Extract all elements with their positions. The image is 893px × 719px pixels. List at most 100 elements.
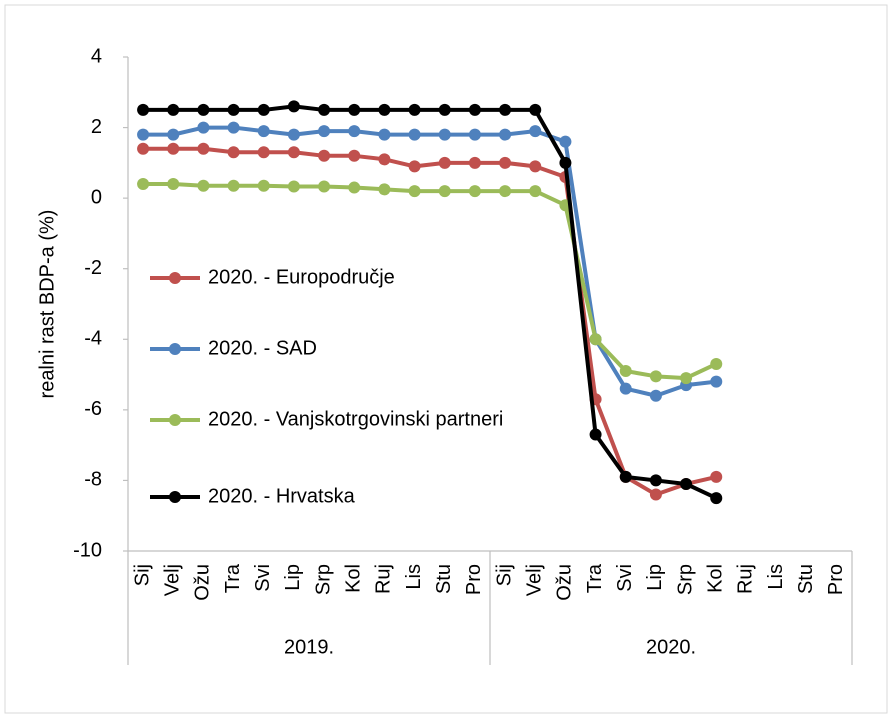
x-tick-label: Svi	[252, 564, 274, 592]
data-point	[649, 488, 662, 501]
y-tick-label: -2	[84, 257, 102, 279]
data-point	[408, 128, 421, 141]
data-point	[499, 103, 512, 116]
y-axis-label: realni rast BDP-a (%)	[36, 210, 58, 399]
y-tick-label: -8	[84, 469, 102, 491]
data-point	[649, 370, 662, 383]
legend-marker	[169, 414, 181, 426]
data-point	[318, 180, 331, 193]
x-tick-label: Pro	[825, 564, 847, 595]
y-tick-label: 4	[91, 45, 102, 67]
data-point	[227, 103, 240, 116]
y-tick-label: 0	[91, 186, 102, 208]
x-tick-label: Lip	[282, 564, 304, 591]
data-point	[227, 179, 240, 192]
data-point	[649, 474, 662, 487]
x-tick-label: Sij	[131, 564, 153, 586]
data-point	[318, 103, 331, 116]
x-tick-label: Tra	[222, 563, 244, 593]
data-point	[529, 125, 542, 138]
data-point	[257, 179, 270, 192]
x-tick-label: Lis	[765, 564, 787, 590]
x-tick-label: Tra	[584, 563, 606, 593]
data-point	[408, 160, 421, 173]
x-tick-label: Pro	[463, 564, 485, 595]
data-point	[257, 103, 270, 116]
data-point	[499, 128, 512, 141]
legend-label: 2020. - Vanjskotrgovinski partneri	[208, 408, 503, 430]
data-point	[649, 389, 662, 402]
legend-marker	[169, 272, 181, 284]
data-point	[197, 103, 210, 116]
data-point	[529, 103, 542, 116]
data-point	[529, 185, 542, 198]
legend-label: 2020. - Europodručje	[208, 266, 395, 288]
data-point	[408, 103, 421, 116]
x-tick-label: Sij	[493, 564, 515, 586]
data-point	[348, 149, 361, 162]
data-point	[167, 128, 180, 141]
data-point	[227, 146, 240, 159]
y-tick-label: 2	[91, 116, 102, 138]
x-tick-label: Lis	[403, 564, 425, 590]
data-point	[197, 179, 210, 192]
data-point	[167, 142, 180, 155]
data-point	[378, 103, 391, 116]
y-tick-label: -6	[84, 398, 102, 420]
data-point	[438, 103, 451, 116]
x-tick-label: Ruj	[373, 564, 395, 594]
data-point	[137, 178, 150, 191]
data-point	[348, 181, 361, 194]
data-point	[710, 492, 723, 505]
x-tick-label: Kol	[343, 564, 365, 593]
data-point	[468, 185, 481, 198]
data-point	[589, 428, 602, 441]
y-tick-label: -10	[73, 539, 102, 561]
legend-marker	[169, 343, 181, 355]
data-point	[197, 142, 210, 155]
data-point	[499, 156, 512, 169]
data-point	[438, 156, 451, 169]
group-label: 2019.	[284, 636, 334, 658]
x-tick-label: Lip	[644, 564, 666, 591]
legend-marker	[169, 491, 181, 503]
data-point	[287, 180, 300, 193]
x-tick-label: Kol	[705, 564, 727, 593]
y-tick-label: -4	[84, 328, 102, 350]
data-point	[287, 128, 300, 141]
data-point	[468, 156, 481, 169]
data-point	[529, 160, 542, 173]
data-point	[348, 125, 361, 138]
data-point	[468, 103, 481, 116]
data-point	[378, 183, 391, 196]
data-point	[499, 185, 512, 198]
data-point	[680, 372, 693, 385]
data-point	[619, 470, 632, 483]
data-point	[710, 357, 723, 370]
x-tick-label: Ruj	[735, 564, 757, 594]
legend-label: 2020. - Hrvatska	[208, 485, 356, 507]
x-tick-label: Stu	[795, 564, 817, 594]
data-point	[197, 121, 210, 134]
data-point	[559, 135, 572, 148]
data-point	[167, 103, 180, 116]
data-point	[619, 365, 632, 378]
data-point	[287, 146, 300, 159]
data-point	[438, 128, 451, 141]
data-point	[710, 375, 723, 388]
data-point	[257, 146, 270, 159]
data-point	[257, 125, 270, 138]
data-point	[559, 156, 572, 169]
chart-frame	[4, 4, 888, 714]
data-point	[318, 149, 331, 162]
x-tick-label: Stu	[433, 564, 455, 594]
data-point	[408, 185, 421, 198]
data-point	[287, 100, 300, 113]
x-tick-label: Velj	[524, 564, 546, 596]
data-point	[137, 142, 150, 155]
x-tick-label: Ožu	[554, 564, 576, 601]
x-tick-label: Svi	[614, 564, 636, 592]
data-point	[227, 121, 240, 134]
data-point	[619, 382, 632, 395]
